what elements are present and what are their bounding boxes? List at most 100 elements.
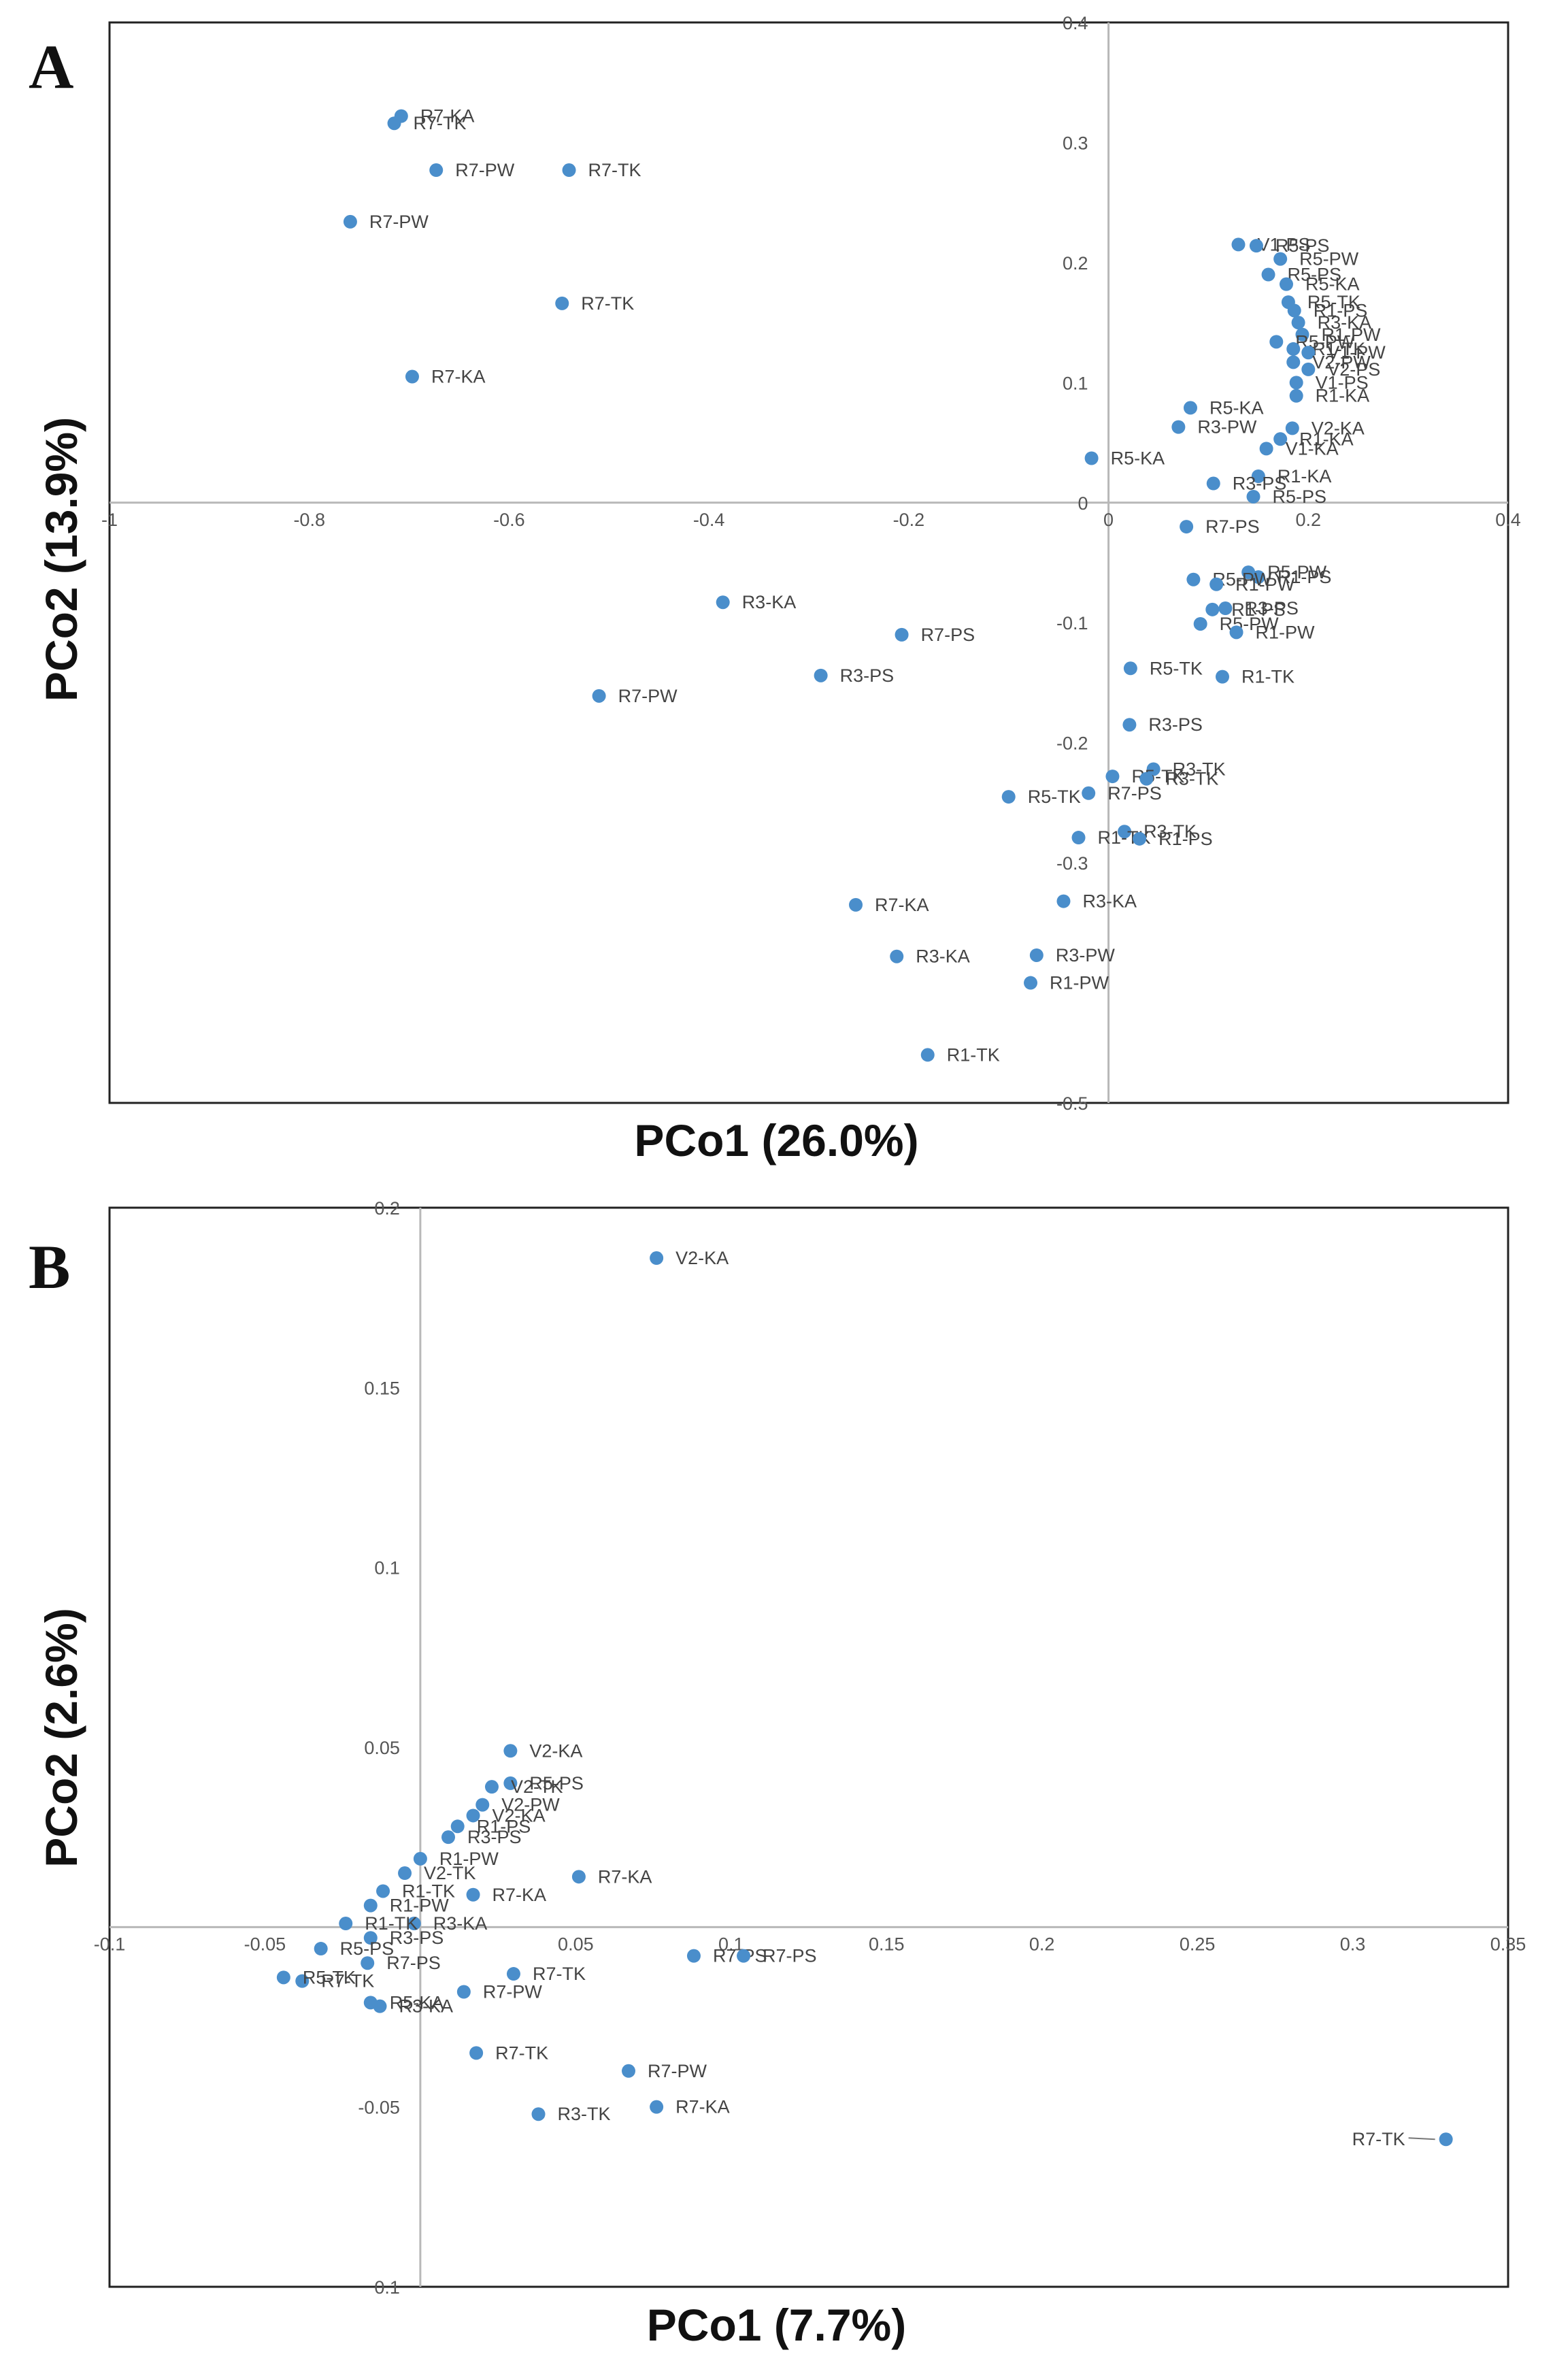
data-point bbox=[1071, 831, 1086, 845]
data-point bbox=[373, 1999, 387, 2013]
y-tick-label: -0.1 bbox=[1056, 613, 1088, 633]
data-point bbox=[363, 1931, 378, 1945]
data-point bbox=[1273, 432, 1288, 446]
data-point bbox=[405, 369, 419, 384]
data-point-label: R7-TK bbox=[495, 2043, 548, 2063]
data-point-label: R7-KA bbox=[598, 1866, 652, 1887]
data-point-label: R7-PW bbox=[618, 686, 678, 706]
data-point-label: V2-KA bbox=[675, 1248, 729, 1268]
data-point bbox=[1056, 894, 1071, 908]
data-point-label: R3-TK bbox=[558, 2104, 611, 2124]
data-point-label: R1-PS bbox=[1278, 567, 1332, 587]
data-point-label: R7-KA bbox=[875, 895, 929, 915]
data-point-label: R3-TK bbox=[1165, 769, 1218, 789]
data-point bbox=[1123, 661, 1137, 676]
y-tick-label: 0.1 bbox=[1063, 373, 1088, 393]
x-tick-label: -0.8 bbox=[293, 510, 325, 530]
panel-b: -0.1 -0.05 0.05 0.1 0.15 0.2 0.25 0.3 0.35 0.2 0.1… bbox=[0, 1190, 1553, 2380]
data-point-label: R7-TK bbox=[321, 1971, 374, 1991]
data-point-label: R5-TK bbox=[1307, 292, 1360, 312]
data-point-label: V2-PW bbox=[501, 1795, 560, 1815]
data-point-label: R7-KA bbox=[431, 367, 486, 387]
data-point bbox=[1301, 346, 1316, 360]
data-point bbox=[849, 897, 863, 912]
x-tick-label: 0.4 bbox=[1495, 510, 1521, 530]
data-point bbox=[1024, 976, 1038, 990]
data-point bbox=[398, 1866, 412, 1881]
data-point bbox=[895, 627, 909, 642]
data-point-label: R5-PS bbox=[1273, 486, 1327, 507]
x-tick-label: 0.25 bbox=[1180, 1934, 1216, 1954]
data-point bbox=[1269, 335, 1284, 349]
data-point-label: R7-TK bbox=[533, 1964, 586, 1984]
y-tick-label: 0.2 bbox=[374, 1198, 400, 1219]
data-point bbox=[1146, 762, 1160, 776]
data-point-label: R7-PW bbox=[648, 2061, 707, 2081]
data-point-label: R7-TK bbox=[1352, 2129, 1405, 2149]
data-point-label: R7-TK bbox=[581, 293, 634, 314]
x-axis-title: PCo1 (26.0%) bbox=[634, 1115, 919, 1166]
data-point bbox=[1251, 469, 1265, 483]
x-tick-label: -0.05 bbox=[244, 1934, 286, 1954]
x-tick-label: 0.05 bbox=[558, 1934, 594, 1954]
data-point bbox=[503, 1744, 518, 1758]
data-point bbox=[650, 1251, 664, 1266]
data-point bbox=[450, 1819, 465, 1834]
data-point bbox=[1180, 520, 1194, 534]
data-point bbox=[1218, 601, 1233, 616]
data-point-label: R7-TK bbox=[414, 113, 467, 133]
data-point bbox=[1286, 355, 1301, 369]
panel-a: -1 -0.8 -0.6 -0.4 -0.2 0 0.2 0.4 0.4 0.3 0.2 0.1 0 -0… bbox=[29, 13, 1521, 1166]
data-point-label: R3-KA bbox=[399, 1996, 453, 2017]
data-point bbox=[1261, 267, 1275, 282]
data-point bbox=[814, 668, 828, 682]
data-point-label: R7-PS bbox=[921, 625, 975, 645]
plot-frame bbox=[108, 1206, 1509, 2288]
data-point-label: R1-TK bbox=[1312, 339, 1365, 359]
data-point-label: R3-TK bbox=[1173, 759, 1226, 779]
data-point bbox=[407, 1917, 421, 1931]
data-point bbox=[1301, 362, 1316, 376]
data-point-label: R5-PS bbox=[340, 1938, 395, 1959]
data-point-label: R5-TK bbox=[303, 1967, 356, 1987]
data-point bbox=[1295, 327, 1309, 342]
data-point bbox=[1171, 420, 1186, 434]
data-point-label: R5-KA bbox=[1209, 397, 1264, 418]
data-point bbox=[387, 116, 401, 131]
data-point-label: V1-PW bbox=[1327, 342, 1386, 363]
data-point bbox=[1249, 239, 1263, 253]
data-point bbox=[363, 1898, 378, 1913]
data-point bbox=[1215, 670, 1229, 684]
data-point-label: R1-KA bbox=[1278, 466, 1332, 486]
y-tick-label: 0.15 bbox=[364, 1378, 400, 1398]
data-point-label: R3-PS bbox=[1233, 474, 1287, 494]
y-tick-label: 0.3 bbox=[1063, 133, 1088, 153]
x-tick-label: -0.4 bbox=[693, 510, 725, 530]
data-point-label: R1-KA bbox=[1316, 386, 1370, 406]
data-point bbox=[469, 2046, 484, 2060]
x-tick-label: 0.3 bbox=[1340, 1934, 1366, 1954]
data-point-label: R5-PW bbox=[1220, 614, 1280, 634]
data-point bbox=[1206, 476, 1220, 491]
data-point bbox=[1122, 718, 1137, 732]
x-tick-label: -0.6 bbox=[493, 510, 525, 530]
data-point-label: V1-PS bbox=[1316, 372, 1369, 393]
data-point bbox=[429, 163, 444, 178]
data-point bbox=[1251, 570, 1265, 584]
data-point-label: R3-KA bbox=[916, 946, 970, 967]
data-point-label: R7-PS bbox=[763, 1946, 817, 1966]
data-point bbox=[650, 2100, 664, 2114]
data-point bbox=[1183, 401, 1197, 415]
data-point-label: R1-PS bbox=[477, 1816, 531, 1836]
data-point bbox=[562, 163, 576, 178]
data-point-label: R5-PS bbox=[529, 1773, 584, 1794]
data-point bbox=[1139, 772, 1154, 786]
data-point bbox=[737, 1949, 751, 1963]
data-point-label: R1-PS bbox=[1158, 829, 1213, 849]
data-point-label: R5-PW bbox=[1267, 562, 1327, 582]
data-point bbox=[1439, 2132, 1453, 2147]
x-tick-label: 0 bbox=[1103, 510, 1114, 530]
data-point-label: R5-TK bbox=[1028, 787, 1081, 807]
data-point bbox=[1286, 342, 1301, 356]
data-point bbox=[890, 949, 904, 963]
